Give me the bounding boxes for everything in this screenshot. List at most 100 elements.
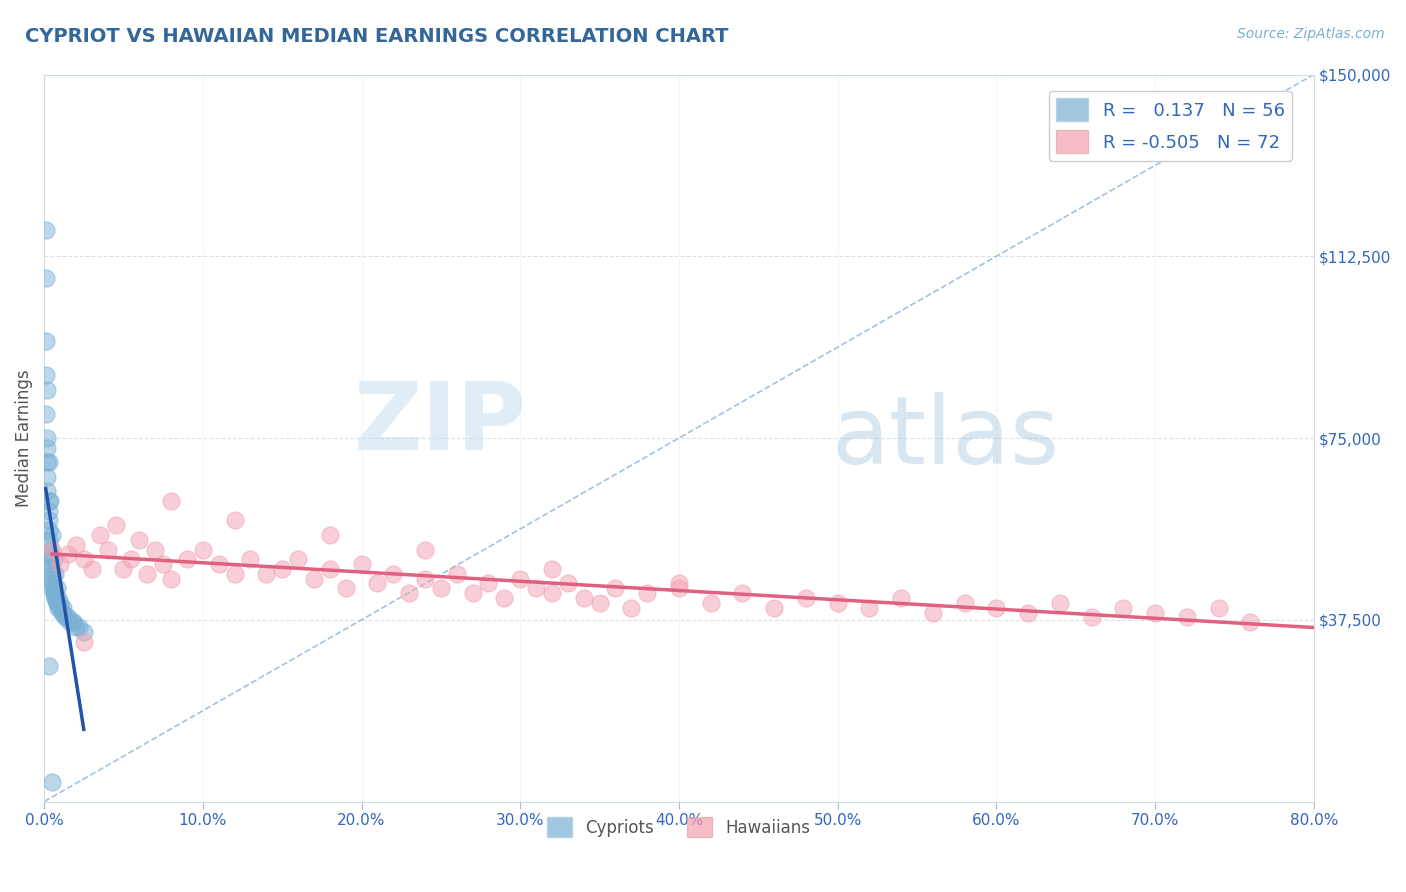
Point [1049, 596, 1071, 610]
Point [224, 566, 246, 581]
Point [41, 572, 63, 586]
Point [42, 586, 65, 600]
Point [128, 533, 150, 547]
Point [136, 566, 159, 581]
Point [37, 431, 59, 445]
Point [1175, 610, 1198, 624]
Point [794, 591, 817, 605]
Point [73, 552, 96, 566]
Point [239, 552, 262, 566]
Point [605, 582, 627, 596]
Point [39, 562, 62, 576]
Point [73, 624, 96, 639]
Point [763, 600, 786, 615]
Point [62, 615, 84, 630]
Text: Source: ZipAtlas.com: Source: ZipAtlas.com [1237, 27, 1385, 41]
Point [1144, 606, 1167, 620]
Point [52, 600, 75, 615]
Point [921, 606, 943, 620]
Point [350, 557, 373, 571]
Point [1080, 610, 1102, 624]
Point [38, 504, 60, 518]
Point [55, 610, 77, 624]
Point [41, 582, 63, 596]
Point [41, 576, 63, 591]
Point [62, 615, 84, 630]
Point [120, 552, 142, 566]
Point [35, 368, 58, 382]
Point [224, 513, 246, 527]
Point [65, 620, 87, 634]
Point [45, 582, 67, 596]
Point [160, 572, 183, 586]
Point [461, 586, 484, 600]
Point [37, 470, 59, 484]
Point [53, 610, 76, 624]
Point [319, 528, 342, 542]
Point [65, 538, 87, 552]
Point [39, 542, 62, 557]
Point [509, 572, 531, 586]
Point [35, 334, 58, 348]
Point [699, 596, 721, 610]
Point [1017, 606, 1039, 620]
Point [39, 557, 62, 571]
Point [160, 494, 183, 508]
Point [38, 658, 60, 673]
Point [953, 596, 976, 610]
Point [38, 494, 60, 508]
Point [42, 582, 65, 596]
Point [1208, 600, 1230, 615]
Point [636, 586, 658, 600]
Point [382, 566, 405, 581]
Point [42, 552, 65, 566]
Point [398, 586, 420, 600]
Point [430, 582, 453, 596]
Point [176, 552, 198, 566]
Text: CYPRIOT VS HAWAIIAN MEDIAN EARNINGS CORRELATION CHART: CYPRIOT VS HAWAIIAN MEDIAN EARNINGS CORR… [25, 27, 728, 45]
Point [52, 606, 75, 620]
Point [620, 600, 643, 615]
Point [35, 222, 58, 236]
Point [668, 576, 690, 591]
Point [271, 562, 294, 576]
Point [56, 610, 79, 624]
Point [44, 591, 66, 605]
Point [35, 271, 58, 285]
Y-axis label: Median Earnings: Median Earnings [15, 369, 32, 507]
Point [287, 552, 309, 566]
Point [44, 591, 66, 605]
Point [541, 562, 564, 576]
Point [38, 513, 60, 527]
Point [49, 557, 72, 571]
Point [37, 441, 59, 455]
Point [208, 557, 231, 571]
Point [49, 596, 72, 610]
Point [366, 576, 388, 591]
Point [572, 591, 595, 605]
Text: atlas: atlas [831, 392, 1060, 484]
Point [731, 586, 754, 600]
Point [477, 576, 499, 591]
Point [97, 542, 120, 557]
Point [48, 591, 70, 605]
Point [191, 542, 214, 557]
Point [588, 596, 610, 610]
Point [73, 634, 96, 648]
Point [48, 600, 70, 615]
Point [41, 542, 63, 557]
Point [41, 775, 63, 789]
Point [890, 591, 912, 605]
Point [35, 407, 58, 421]
Point [37, 383, 59, 397]
Point [413, 572, 436, 586]
Point [143, 542, 166, 557]
Point [41, 566, 63, 581]
Point [49, 600, 72, 615]
Point [302, 572, 325, 586]
Point [37, 484, 59, 499]
Point [39, 494, 62, 508]
Point [524, 582, 547, 596]
Point [67, 620, 90, 634]
Point [45, 596, 67, 610]
